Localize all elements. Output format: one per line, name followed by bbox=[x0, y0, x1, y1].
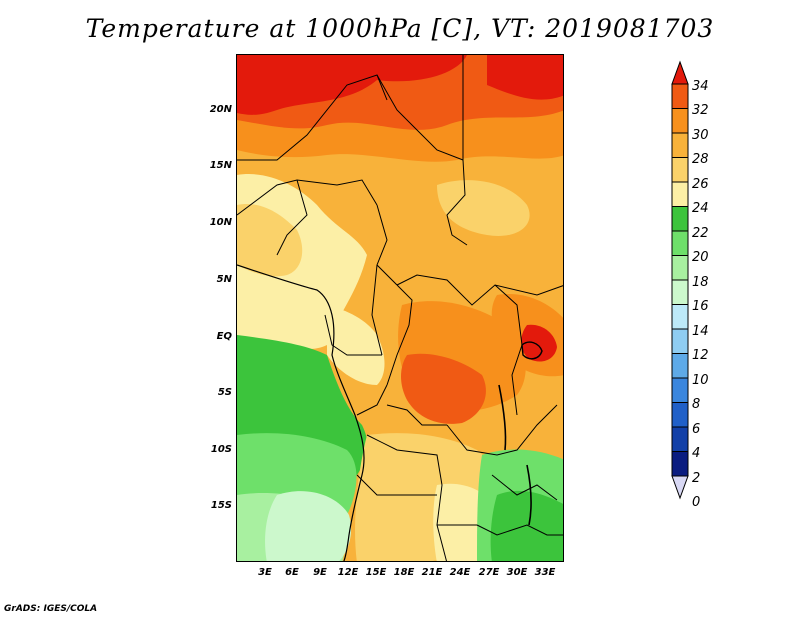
lon-tick-33e: 33E bbox=[534, 567, 556, 578]
lon-tick-24e: 24E bbox=[449, 567, 471, 578]
colorbar-label-18: 18 bbox=[692, 275, 709, 290]
colorbar-segment-8_10 bbox=[671, 353, 689, 379]
lon-tick-27e: 27E bbox=[478, 567, 500, 578]
field-22-24-coast bbox=[327, 305, 385, 385]
colorbar-segment-30_32 bbox=[671, 83, 689, 109]
lat-tick-15s: 15S bbox=[210, 500, 232, 511]
lat-tick-10n: 10N bbox=[209, 217, 232, 228]
lat-tick-15n: 15N bbox=[209, 160, 232, 171]
field-14-16-atlantic bbox=[265, 491, 352, 561]
colorbar-label-22: 22 bbox=[692, 226, 709, 241]
temperature-map bbox=[236, 54, 564, 562]
lake-victoria bbox=[521, 341, 543, 360]
field-above-32-east bbox=[521, 324, 557, 362]
country-borders bbox=[237, 55, 563, 561]
lon-tick-12e: 12E bbox=[337, 567, 359, 578]
colorbar-label-34: 34 bbox=[692, 79, 709, 94]
lat-tick-5s: 5S bbox=[217, 387, 232, 398]
field-24-26-west bbox=[237, 204, 303, 277]
map-title: Temperature at 1000hPa [C], VT: 20190817… bbox=[85, 14, 715, 43]
colorbar-segment-26_28 bbox=[671, 132, 689, 158]
colorbar-label-20: 20 bbox=[692, 250, 709, 265]
lon-tick-6e: 6E bbox=[285, 567, 299, 578]
coastline bbox=[237, 264, 365, 561]
colorbar-label-26: 26 bbox=[692, 177, 709, 192]
colorbar-label-14: 14 bbox=[692, 324, 709, 339]
lat-tick-10s: 10S bbox=[210, 444, 232, 455]
colorbar-label-4: 4 bbox=[692, 446, 701, 461]
lon-tick-15e: 15E bbox=[365, 567, 387, 578]
colorbar-segment-6_8 bbox=[671, 377, 689, 403]
lon-tick-21e: 21E bbox=[421, 567, 443, 578]
field-18-20-southeast bbox=[490, 490, 563, 561]
colorbar-label-8: 8 bbox=[692, 397, 701, 412]
colorbar-label-10: 10 bbox=[692, 373, 709, 388]
lat-tick-20n: 20N bbox=[209, 104, 232, 115]
colorbar-label-32: 32 bbox=[692, 103, 709, 118]
colorbar-label-12: 12 bbox=[692, 348, 709, 363]
field-above-32-northeast bbox=[487, 55, 563, 100]
lake-tanganyika bbox=[498, 384, 507, 451]
colorbar-label-2: 2 bbox=[692, 471, 701, 486]
field-30-32-central bbox=[401, 353, 486, 424]
field-22-24-central-north bbox=[437, 180, 530, 236]
colorbar-segment-28_30 bbox=[671, 108, 689, 134]
colorbar-segment-4_6 bbox=[671, 402, 689, 428]
colorbar-segment-20_22 bbox=[671, 206, 689, 232]
colorbar-label-16: 16 bbox=[692, 299, 709, 314]
lat-tick-5n: 5N bbox=[216, 274, 232, 285]
colorbar-segment-14_16 bbox=[671, 279, 689, 305]
colorbar-segment-2_4 bbox=[671, 426, 689, 452]
colorbar-segment-0_2 bbox=[671, 451, 689, 477]
lon-tick-3e: 3E bbox=[258, 567, 272, 578]
lake-malawi bbox=[526, 464, 532, 526]
lon-tick-30e: 30E bbox=[506, 567, 528, 578]
colorbar-label-0: 0 bbox=[692, 495, 701, 510]
colorbar-segment-16_18 bbox=[671, 255, 689, 281]
lon-tick-9e: 9E bbox=[313, 567, 327, 578]
grads-credit: GrADS: IGES/COLA bbox=[4, 604, 98, 614]
field-above-32-north bbox=[237, 55, 467, 115]
lat-tick-eq: EQ bbox=[216, 331, 232, 342]
colorbar-segment-22_24 bbox=[671, 181, 689, 207]
colorbar-extend-bottom bbox=[671, 475, 689, 500]
colorbar-segment-18_20 bbox=[671, 230, 689, 256]
colorbar-label-30: 30 bbox=[692, 128, 709, 143]
colorbar-segment-10_12 bbox=[671, 328, 689, 354]
colorbar-segment-12_14 bbox=[671, 304, 689, 330]
colorbar-label-24: 24 bbox=[692, 201, 709, 216]
colorbar-label-6: 6 bbox=[692, 422, 701, 437]
colorbar-segment-24_26 bbox=[671, 157, 689, 183]
colorbar-label-28: 28 bbox=[692, 152, 709, 167]
colorbar-extend-top bbox=[671, 60, 689, 85]
colorbar bbox=[671, 60, 689, 500]
lon-tick-18e: 18E bbox=[393, 567, 415, 578]
